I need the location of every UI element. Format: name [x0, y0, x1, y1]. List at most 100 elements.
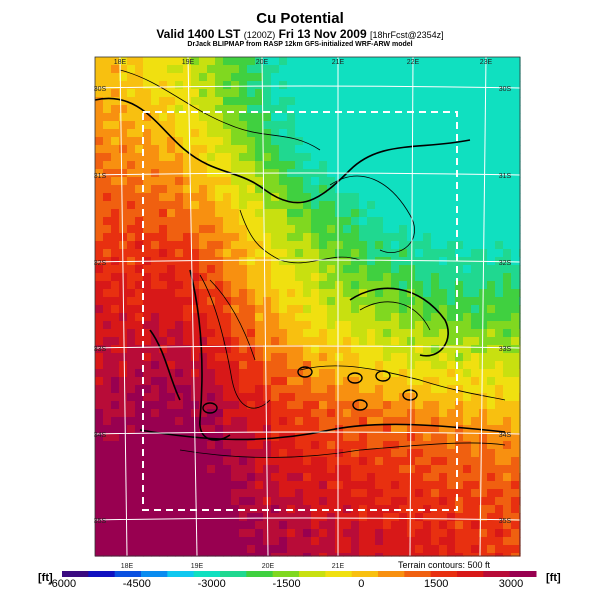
heatmap-cell	[183, 249, 192, 258]
heatmap-cell	[399, 369, 408, 378]
heatmap-cell	[439, 377, 448, 386]
heatmap-cell	[279, 441, 288, 450]
heatmap-cell	[111, 529, 120, 538]
heatmap-cell	[335, 385, 344, 394]
heatmap-cell	[391, 281, 400, 290]
heatmap-cell	[327, 433, 336, 442]
heatmap-cell	[463, 433, 472, 442]
heatmap-cell	[335, 473, 344, 482]
heatmap-cell	[263, 89, 272, 98]
credit-line: DrJack BLIPMAP from RASP 12km GFS-initia…	[187, 41, 413, 48]
heatmap-cell	[175, 553, 184, 557]
heatmap-cell	[159, 481, 168, 490]
heatmap-cell	[103, 161, 112, 170]
heatmap-cell	[255, 521, 264, 530]
heatmap-cell	[399, 465, 408, 474]
heatmap-cell	[303, 297, 312, 306]
heatmap-cell	[447, 201, 456, 210]
heatmap-cell	[399, 409, 408, 418]
heatmap-cell	[327, 369, 336, 378]
heatmap-cell	[495, 417, 504, 426]
heatmap-cell	[511, 457, 520, 466]
heatmap-cell	[183, 465, 192, 474]
heatmap-cell	[375, 281, 384, 290]
heatmap-cell	[487, 185, 496, 194]
heatmap-cell	[271, 529, 280, 538]
heatmap-cell	[287, 225, 296, 234]
heatmap-cell	[439, 521, 448, 530]
heatmap-cell	[423, 113, 432, 122]
heatmap-cell	[367, 361, 376, 370]
heatmap-cell	[407, 489, 416, 498]
heatmap-cell	[183, 441, 192, 450]
heatmap-cell	[239, 337, 248, 346]
heatmap-cell	[431, 193, 440, 202]
heatmap-cell	[111, 513, 120, 522]
heatmap-cell	[143, 441, 152, 450]
heatmap-cell	[103, 441, 112, 450]
heatmap-cell	[199, 489, 208, 498]
heatmap-cell	[247, 337, 256, 346]
heatmap-cell	[135, 57, 144, 66]
heatmap-cell	[439, 409, 448, 418]
heatmap-cell	[103, 393, 112, 402]
heatmap-cell	[167, 193, 176, 202]
heatmap-cell	[135, 73, 144, 82]
heatmap-cell	[263, 193, 272, 202]
heatmap-cell	[503, 353, 512, 362]
heatmap-cell	[479, 225, 488, 234]
heatmap-cell	[287, 305, 296, 314]
heatmap-cell	[167, 65, 176, 74]
terrain-contour-line	[139, 423, 506, 441]
heatmap-cell	[455, 369, 464, 378]
heatmap-cell	[295, 185, 304, 194]
heatmap-cell	[375, 161, 384, 170]
heatmap-cell	[383, 153, 392, 162]
heatmap-cell	[471, 105, 480, 114]
heatmap-cell	[479, 545, 488, 554]
heatmap-cell	[487, 425, 496, 434]
heatmap-cell	[375, 153, 384, 162]
heatmap-cell	[95, 97, 104, 106]
heatmap-cell	[199, 161, 208, 170]
heatmap-cell	[287, 289, 296, 298]
heatmap-cell	[103, 57, 112, 66]
heatmap-cell	[511, 497, 520, 506]
heatmap-cell	[311, 129, 320, 138]
heatmap-cell	[119, 337, 128, 346]
heatmap-cell	[151, 473, 160, 482]
heatmap-cell	[247, 129, 256, 138]
heatmap-cell	[327, 129, 336, 138]
heatmap-cell	[191, 273, 200, 282]
heatmap-cell	[415, 457, 424, 466]
heatmap-cell	[167, 353, 176, 362]
heatmap-cell	[231, 217, 240, 226]
heatmap-cell	[151, 81, 160, 90]
heatmap-cell	[463, 329, 472, 338]
heatmap-cell	[255, 513, 264, 522]
heatmap-cell	[247, 313, 256, 322]
heatmap-cell	[127, 57, 136, 66]
heatmap-cell	[447, 169, 456, 178]
heatmap-cell	[167, 121, 176, 130]
heatmap-cell	[391, 89, 400, 98]
heatmap-cell	[287, 281, 296, 290]
heatmap-cell	[167, 241, 176, 250]
heatmap-cell	[383, 361, 392, 370]
heatmap-cell	[335, 81, 344, 90]
heatmap-cell	[175, 89, 184, 98]
heatmap-cell	[287, 185, 296, 194]
heatmap-cell	[511, 105, 520, 114]
heatmap-cell	[495, 337, 504, 346]
heatmap-cell	[119, 441, 128, 450]
heatmap-cell	[375, 433, 384, 442]
heatmap-cell	[503, 105, 512, 114]
heatmap-cell	[103, 169, 112, 178]
heatmap-cell	[359, 153, 368, 162]
heatmap-cell	[287, 73, 296, 82]
lat-label-right: 32S	[499, 260, 512, 267]
heatmap-cell	[215, 537, 224, 546]
heatmap-cell	[383, 121, 392, 130]
heatmap-cell	[255, 81, 264, 90]
heatmap-cell	[327, 257, 336, 266]
